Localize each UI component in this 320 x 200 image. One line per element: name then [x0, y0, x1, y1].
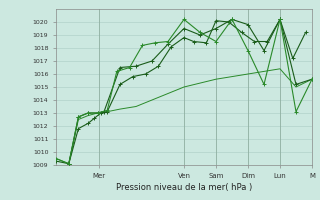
X-axis label: Pression niveau de la mer( hPa ): Pression niveau de la mer( hPa ) — [116, 183, 252, 192]
